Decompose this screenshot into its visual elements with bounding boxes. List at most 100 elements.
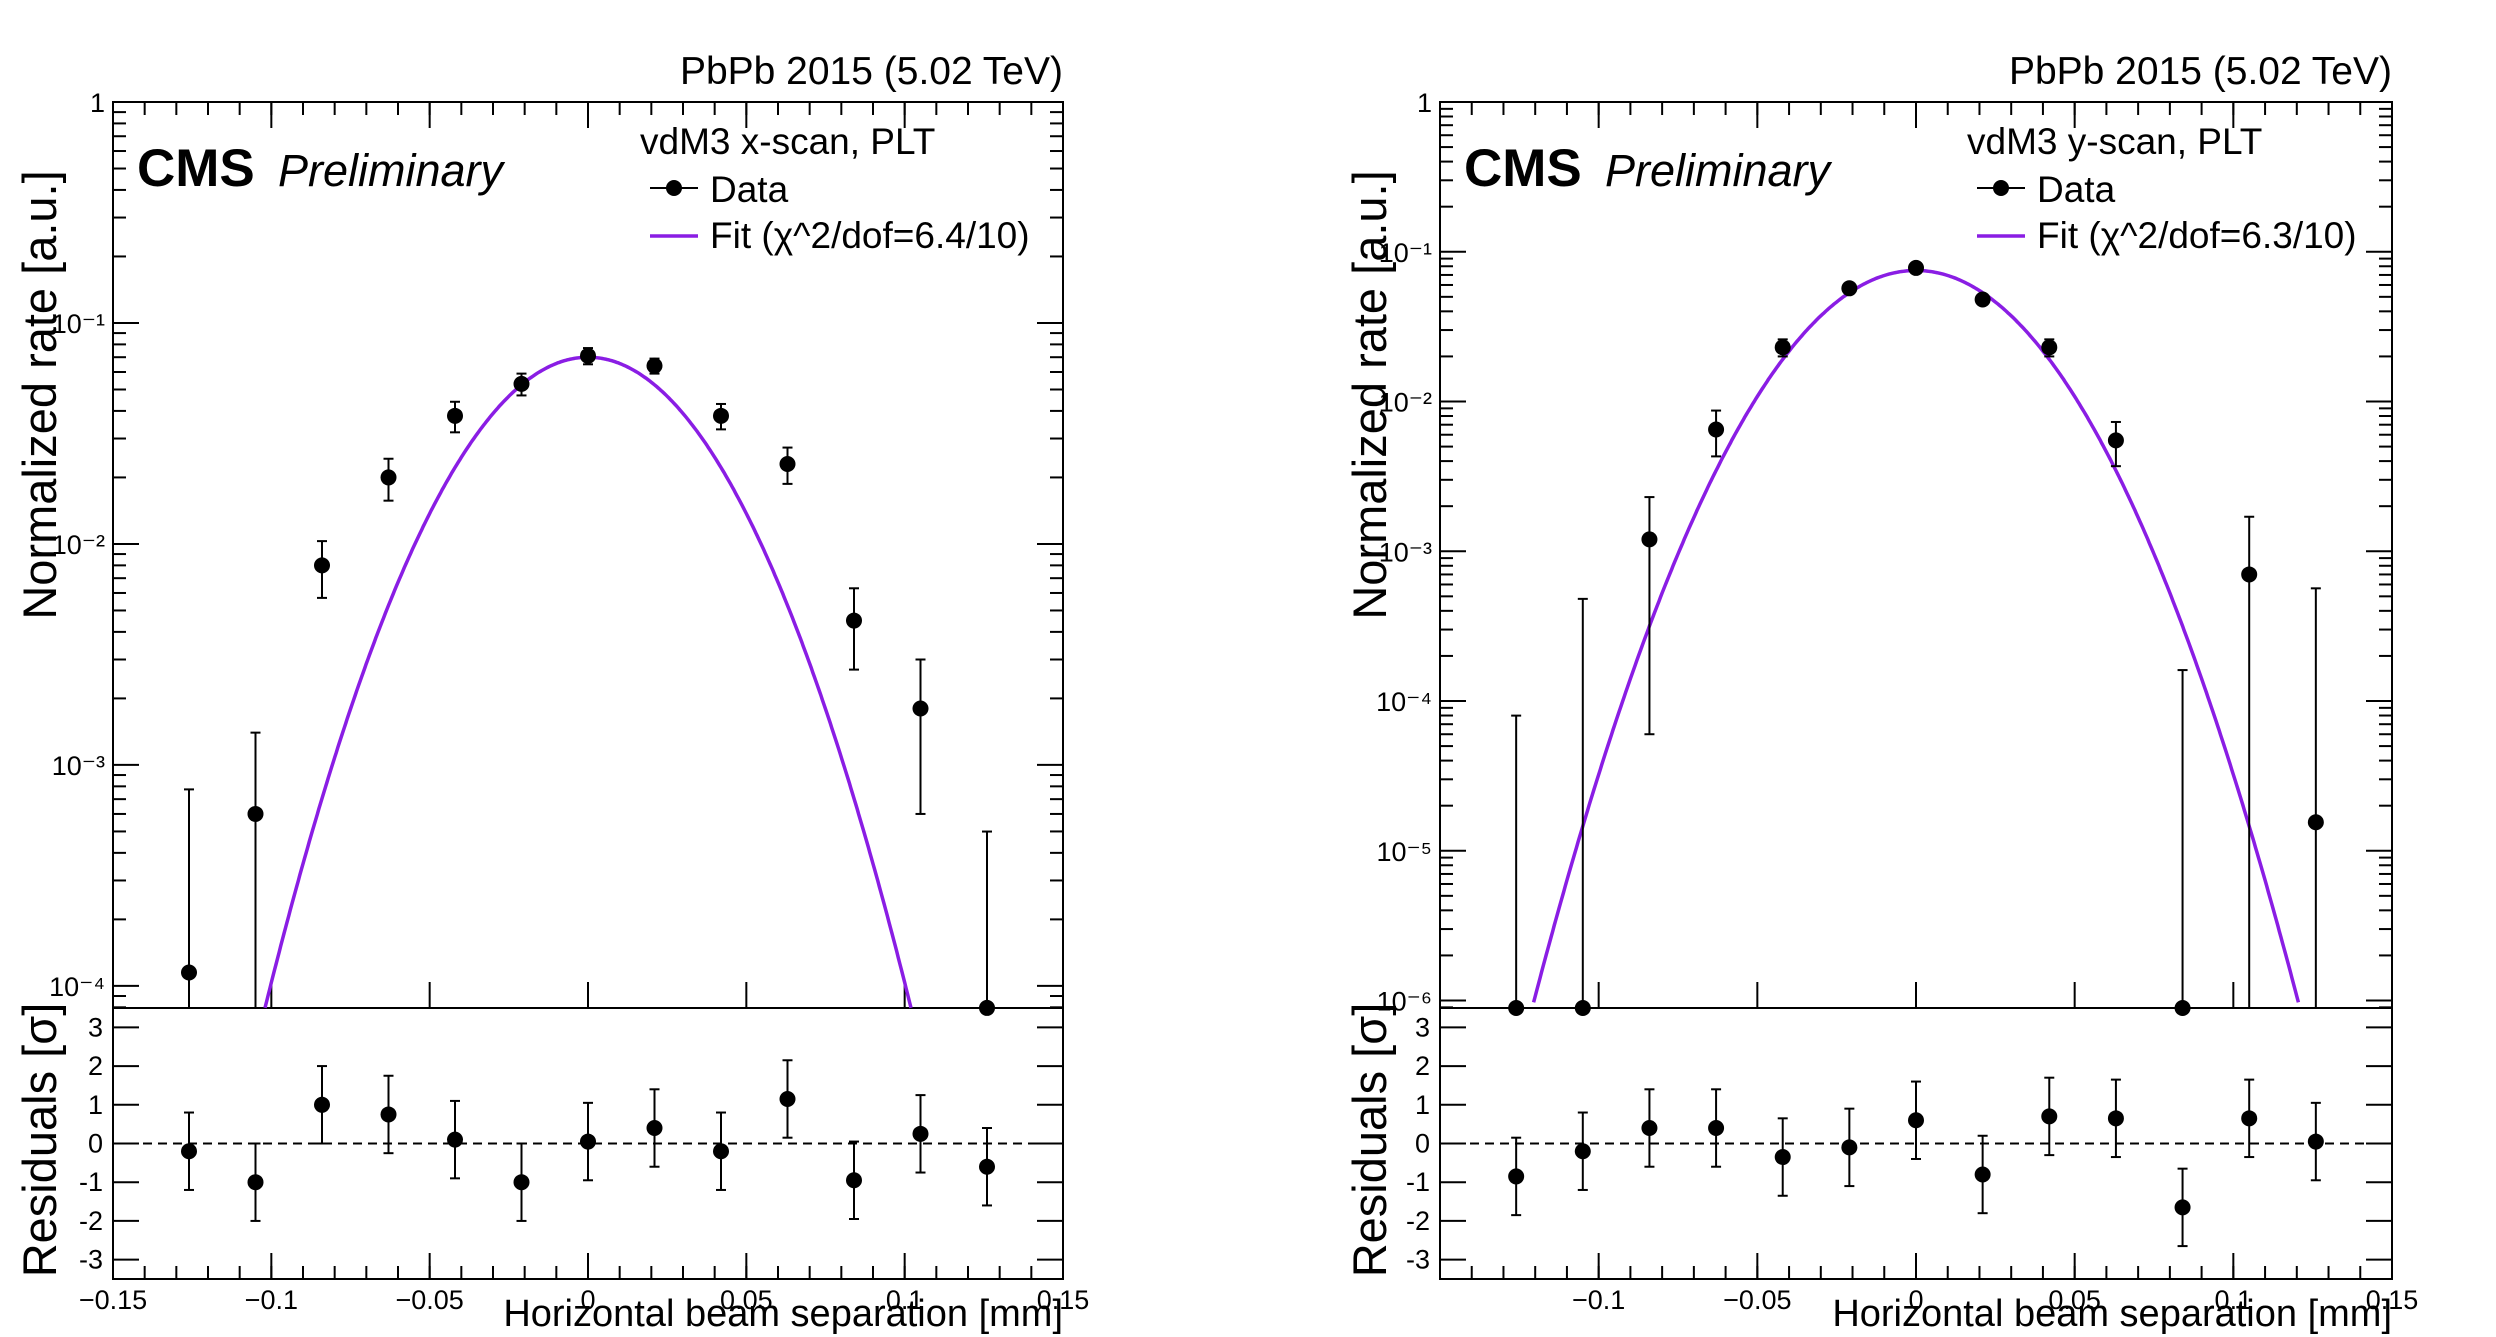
x-tick-label: 0.05 (720, 1285, 773, 1315)
residual-point (979, 1158, 995, 1175)
residual-y-tick-label: -2 (1406, 1206, 1430, 1236)
y-tick-label: 10⁻¹ (52, 309, 105, 339)
residual-y-tick-label: -1 (1406, 1167, 1430, 1197)
data-point (247, 805, 264, 822)
data-point (646, 357, 663, 374)
legend-data-label: Data (710, 169, 789, 210)
data-point (2107, 432, 2124, 449)
data-point (2241, 566, 2258, 583)
y-tick-label: 1 (90, 88, 105, 118)
data-point (846, 612, 862, 629)
data-point (513, 375, 530, 392)
x-tick-label: 0.05 (2048, 1285, 2101, 1315)
y-tick-label: 10⁻² (52, 530, 105, 560)
residual-y-tick-label: 3 (88, 1012, 103, 1042)
y-tick-label: 10⁻¹ (1379, 238, 1432, 268)
x-tick-label: 0.15 (2366, 1285, 2419, 1315)
energy-label: PbPb 2015 (5.02 TeV) (2009, 50, 2392, 93)
residual-point (513, 1174, 530, 1191)
data-point (314, 557, 330, 574)
y-tick-label: 1 (1417, 88, 1432, 118)
y-tick-label: 10⁻² (1379, 388, 1432, 418)
residual-y-tick-label: -3 (79, 1245, 103, 1275)
residual-point (646, 1120, 663, 1137)
residual-point (779, 1090, 796, 1107)
residual-point (2041, 1108, 2058, 1125)
residual-point (2107, 1110, 2124, 1127)
x-tick-label: 0.1 (886, 1285, 924, 1315)
residual-point (580, 1133, 596, 1150)
preliminary-label: Preliminary (278, 145, 506, 196)
residual-point (1774, 1149, 1791, 1166)
residual-point (447, 1131, 463, 1148)
x-tick-label: 0 (1908, 1285, 1923, 1315)
residual-point (314, 1096, 330, 1113)
data-point (181, 964, 197, 981)
x-tick-label: −0.05 (1723, 1285, 1791, 1315)
data-point (979, 999, 995, 1016)
residual-point (1974, 1166, 1991, 1183)
residual-y-tick-label: -1 (79, 1167, 103, 1197)
x-tick-label: 0.15 (1037, 1285, 1090, 1315)
data-point (580, 347, 596, 364)
residual-point (247, 1174, 264, 1191)
residual-y-tick-label: 0 (1415, 1129, 1430, 1159)
residual-point (713, 1143, 729, 1160)
data-point (1508, 1000, 1525, 1016)
data-point (1641, 531, 1658, 548)
residual-point (1574, 1143, 1591, 1160)
residual-point (2174, 1199, 2191, 1216)
legend-fit-label: Fit (χ^2/dof=6.3/10) (2037, 215, 2357, 256)
data-point (2307, 814, 2324, 831)
residual-y-tick-label: 1 (1415, 1090, 1430, 1120)
residual-y-tick-label: -2 (79, 1206, 103, 1236)
preliminary-label: Preliminary (1605, 145, 1833, 196)
x-tick-label: 0 (580, 1285, 595, 1315)
cms-label: CMS (137, 139, 255, 198)
residual-y-tick-label: -3 (1406, 1245, 1430, 1275)
data-point (1974, 291, 1991, 308)
data-point (380, 469, 397, 486)
residual-point (1708, 1120, 1725, 1137)
cms-label: CMS (1464, 139, 1582, 198)
x-tick-label: −0.15 (79, 1285, 147, 1315)
y-tick-label: 10⁻⁵ (1377, 837, 1432, 867)
data-point (779, 456, 796, 473)
legend-fit-label: Fit (χ^2/dof=6.4/10) (710, 215, 1030, 256)
chart-panel-2: 10⁻⁶ 10⁻⁵ 10⁻⁴ 10⁻³ 10⁻² 10⁻¹ 1 −0.1 −0.05 0 0.05 0… (1343, 50, 2418, 1335)
residual-y-tick-label: 3 (1415, 1012, 1430, 1042)
y-tick-label: 10⁻⁴ (1376, 687, 1432, 717)
y-tick-label: 10⁻⁴ (49, 972, 105, 1002)
x-axis-title: Horizontal beam separation [mm] (1832, 1293, 2392, 1335)
data-point (1908, 259, 1924, 276)
scan-label: vdM3 x-scan, PLT (640, 121, 935, 162)
residual-point (1641, 1120, 1658, 1137)
data-point (1774, 339, 1791, 356)
residual-point (2307, 1133, 2324, 1150)
data-point (713, 407, 729, 424)
y-axis-title: Normalized rate [a.u.] (1343, 170, 1396, 619)
residual-y-tick-label: 2 (1415, 1051, 1430, 1081)
y-tick-label: 10⁻³ (52, 751, 105, 781)
x-tick-label: −0.1 (245, 1285, 298, 1315)
residual-y-tick-label: 1 (88, 1090, 103, 1120)
residual-point (380, 1106, 397, 1123)
data-point (2174, 1000, 2191, 1016)
chart-panel-1: 10⁻⁴ 10⁻³ 10⁻² 10⁻¹ 1 −0.15 −0.1 −0.05 0 0.05 0.1 0… (13, 50, 1089, 1335)
residual-point (1908, 1112, 1924, 1129)
data-point (1841, 280, 1858, 297)
legend-data-marker (666, 180, 682, 196)
residual-y-tick-label: 2 (88, 1051, 103, 1081)
fit-curve (1531, 268, 2301, 1003)
legend-data-label: Data (2037, 169, 2116, 210)
residual-point (846, 1172, 862, 1189)
data-point (1574, 1000, 1591, 1016)
x-tick-label: −0.05 (396, 1285, 464, 1315)
x-axis-title: Horizontal beam separation [mm] (503, 1293, 1063, 1335)
data-point (912, 700, 929, 717)
data-point (1708, 421, 1725, 438)
residual-point (1841, 1139, 1858, 1156)
residual-point (1508, 1168, 1525, 1185)
x-tick-label: 0.1 (2215, 1285, 2253, 1315)
